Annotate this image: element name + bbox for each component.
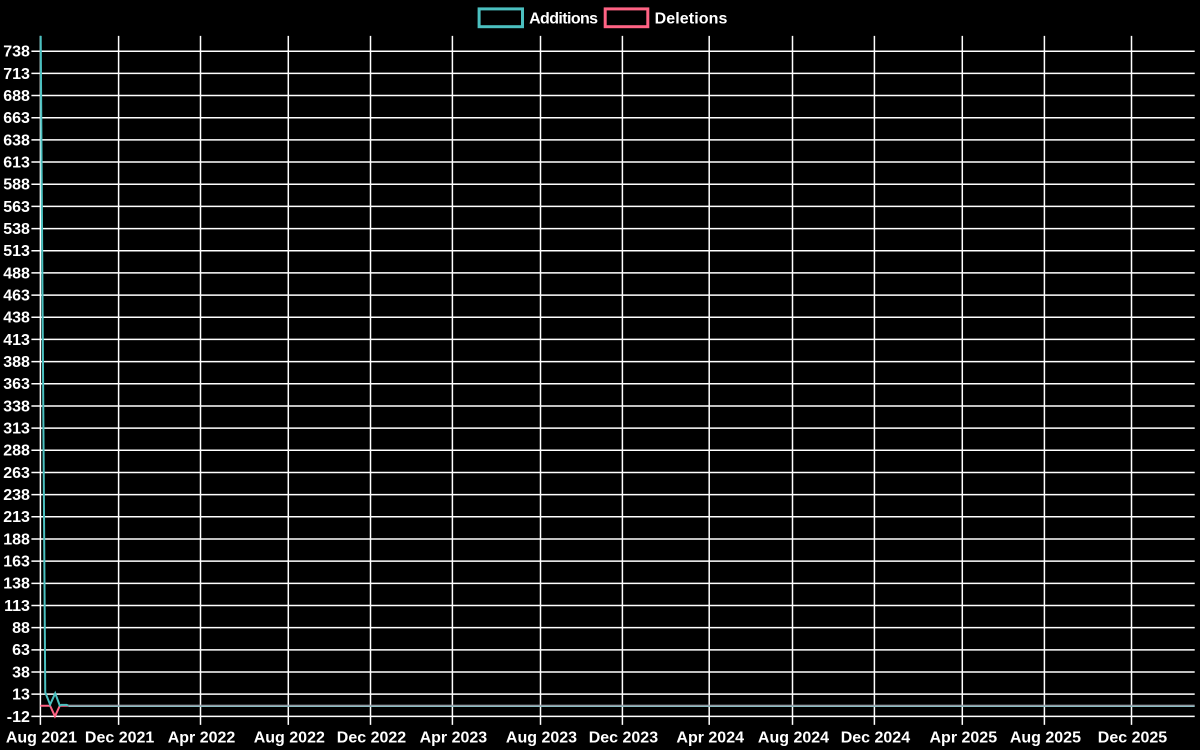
svg-text:Dec 2025: Dec 2025	[1098, 730, 1167, 747]
svg-text:Aug 2025: Aug 2025	[1010, 730, 1081, 747]
svg-text:Dec 2023: Dec 2023	[589, 730, 658, 747]
svg-text:638: 638	[3, 132, 30, 149]
svg-text:113: 113	[4, 598, 30, 615]
svg-text:263: 263	[3, 465, 30, 482]
svg-text:288: 288	[3, 443, 30, 460]
svg-text:363: 363	[3, 376, 30, 393]
svg-text:538: 538	[3, 221, 30, 238]
svg-text:738: 738	[3, 44, 30, 61]
svg-text:Dec 2022: Dec 2022	[337, 730, 406, 747]
svg-text:138: 138	[3, 576, 30, 593]
svg-text:388: 388	[3, 354, 30, 371]
svg-text:Aug 2021: Aug 2021	[6, 730, 77, 747]
svg-text:488: 488	[3, 265, 30, 282]
svg-text:713: 713	[3, 66, 30, 83]
svg-text:38: 38	[12, 664, 30, 681]
svg-text:438: 438	[3, 310, 30, 327]
svg-text:Apr 2023: Apr 2023	[420, 730, 488, 747]
svg-text:Apr 2022: Apr 2022	[168, 730, 236, 747]
svg-text:88: 88	[12, 620, 30, 637]
svg-text:Aug 2024: Aug 2024	[758, 730, 829, 747]
svg-text:Deletions: Deletions	[655, 10, 728, 27]
svg-text:Aug 2023: Aug 2023	[506, 730, 577, 747]
svg-text:463: 463	[3, 287, 30, 304]
svg-text:-12: -12	[7, 709, 30, 726]
svg-text:413: 413	[3, 332, 30, 349]
svg-text:663: 663	[3, 110, 30, 127]
svg-text:63: 63	[12, 642, 30, 659]
svg-text:Dec 2021: Dec 2021	[85, 730, 154, 747]
svg-text:Apr 2025: Apr 2025	[930, 730, 998, 747]
svg-text:313: 313	[3, 421, 30, 438]
svg-text:Aug 2022: Aug 2022	[254, 730, 325, 747]
svg-text:13: 13	[12, 687, 30, 704]
svg-text:563: 563	[3, 199, 30, 216]
svg-text:238: 238	[3, 487, 30, 504]
svg-text:338: 338	[3, 398, 30, 415]
svg-text:513: 513	[3, 243, 30, 260]
svg-text:Dec 2024: Dec 2024	[841, 730, 910, 747]
svg-text:588: 588	[3, 177, 30, 194]
svg-text:Additions: Additions	[529, 10, 598, 27]
svg-text:613: 613	[3, 154, 30, 171]
svg-text:Apr 2024: Apr 2024	[676, 730, 744, 747]
svg-text:163: 163	[3, 554, 30, 571]
svg-text:188: 188	[3, 531, 30, 548]
svg-text:688: 688	[3, 88, 30, 105]
svg-text:213: 213	[3, 509, 30, 526]
